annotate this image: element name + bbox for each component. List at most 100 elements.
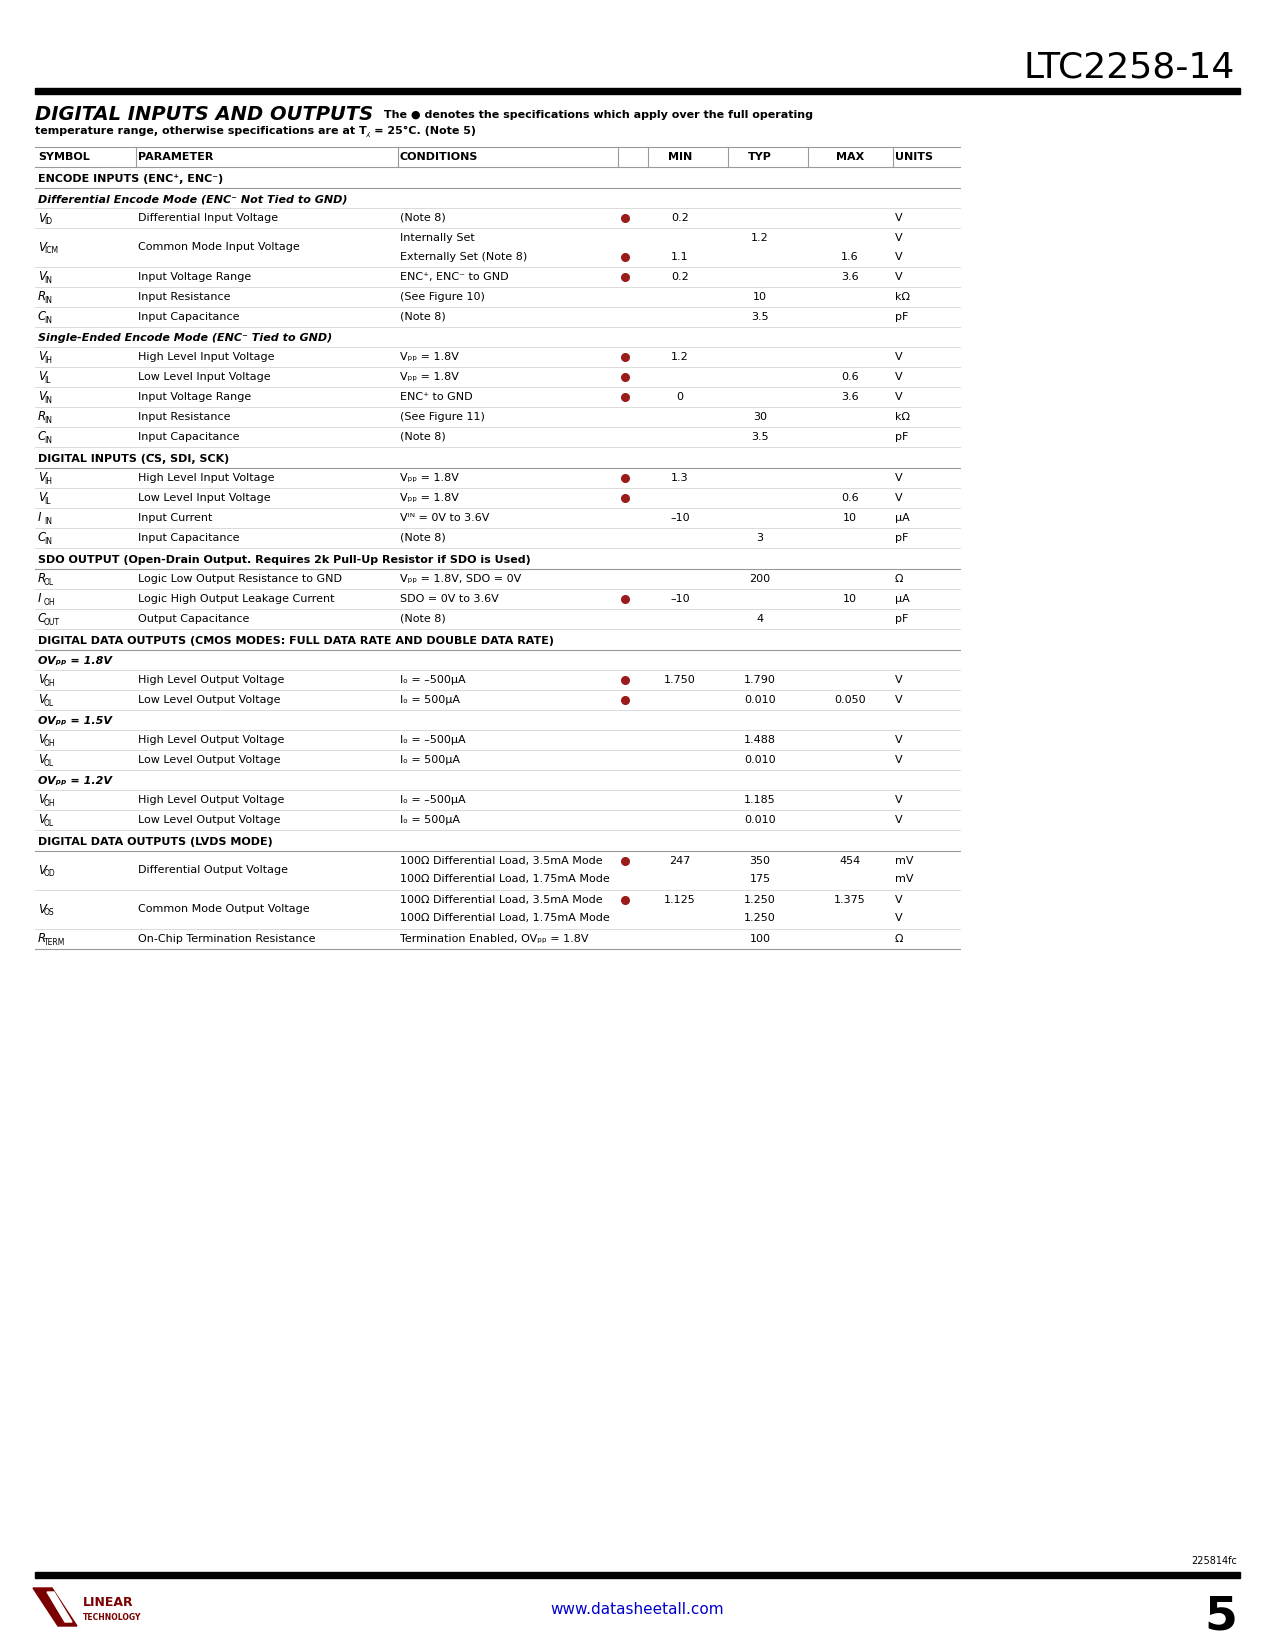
Text: C: C: [38, 612, 46, 625]
Text: Input Voltage Range: Input Voltage Range: [138, 272, 251, 282]
Text: OVₚₚ = 1.8V: OVₚₚ = 1.8V: [38, 657, 112, 667]
Text: 3.5: 3.5: [751, 312, 769, 322]
Text: V: V: [38, 754, 46, 767]
Text: OL: OL: [45, 578, 54, 587]
Text: Output Capacitance: Output Capacitance: [138, 614, 250, 624]
Text: OL: OL: [45, 818, 54, 828]
Text: UNITS: UNITS: [895, 152, 933, 162]
Text: Ω: Ω: [895, 574, 904, 584]
Text: ENC⁺ to GND: ENC⁺ to GND: [400, 393, 473, 403]
Text: Vₚₚ = 1.8V, SDO = 0V: Vₚₚ = 1.8V, SDO = 0V: [400, 574, 521, 584]
Text: Input Resistance: Input Resistance: [138, 412, 231, 422]
Text: kΩ: kΩ: [895, 412, 910, 422]
Text: 10: 10: [754, 292, 768, 302]
Text: (Note 8): (Note 8): [400, 432, 446, 442]
Text: IN: IN: [45, 416, 52, 426]
Text: Common Mode Output Voltage: Common Mode Output Voltage: [138, 904, 310, 914]
Text: ICM: ICM: [45, 246, 59, 256]
Text: 1.1: 1.1: [671, 251, 688, 261]
Text: 1.6: 1.6: [842, 251, 859, 261]
Text: 10: 10: [843, 594, 857, 604]
Text: Differential Output Voltage: Differential Output Voltage: [138, 865, 288, 876]
Text: R: R: [38, 411, 46, 424]
Text: V: V: [895, 474, 903, 483]
Text: (Note 8): (Note 8): [400, 312, 446, 322]
Text: V: V: [895, 351, 903, 361]
Text: High Level Output Voltage: High Level Output Voltage: [138, 675, 284, 685]
Text: temperature range, otherwise specifications are at T⁁ = 25°C. (Note 5): temperature range, otherwise specificati…: [34, 125, 476, 137]
Text: Ω: Ω: [895, 934, 904, 944]
Text: IH: IH: [45, 356, 52, 365]
Text: pF: pF: [895, 312, 908, 322]
Text: V: V: [895, 493, 903, 503]
Text: V: V: [38, 865, 46, 876]
Text: The ● denotes the specifications which apply over the full operating: The ● denotes the specifications which a…: [380, 111, 813, 120]
Text: V: V: [38, 241, 46, 254]
Text: Logic Low Output Resistance to GND: Logic Low Output Resistance to GND: [138, 574, 342, 584]
Text: Low Level Output Voltage: Low Level Output Voltage: [138, 756, 280, 766]
Text: High Level Output Voltage: High Level Output Voltage: [138, 734, 284, 744]
Text: 1.185: 1.185: [745, 795, 776, 805]
Text: V: V: [38, 693, 46, 706]
Text: TECHNOLOGY: TECHNOLOGY: [83, 1614, 142, 1622]
Text: 175: 175: [750, 874, 770, 884]
Text: LTC2258-14: LTC2258-14: [1024, 51, 1235, 86]
Text: mV: mV: [895, 874, 913, 884]
Text: V: V: [895, 213, 903, 223]
Text: Low Level Input Voltage: Low Level Input Voltage: [138, 371, 270, 381]
Text: R: R: [38, 932, 46, 945]
Text: R: R: [38, 573, 46, 586]
Text: OH: OH: [45, 678, 56, 688]
Text: 0.010: 0.010: [745, 756, 775, 766]
Text: 4: 4: [756, 614, 764, 624]
Text: Iₒ = –500µA: Iₒ = –500µA: [400, 795, 465, 805]
Text: kΩ: kΩ: [895, 292, 910, 302]
Text: MIN: MIN: [668, 152, 692, 162]
Text: IN: IN: [45, 295, 52, 305]
Text: 3.6: 3.6: [842, 272, 859, 282]
Text: V: V: [895, 371, 903, 381]
Text: 225814fc: 225814fc: [1191, 1556, 1237, 1566]
Bar: [34, 1572, 1241, 1577]
Text: 0.010: 0.010: [745, 815, 775, 825]
Text: 10: 10: [843, 513, 857, 523]
Text: C: C: [38, 431, 46, 444]
Text: OL: OL: [45, 759, 54, 767]
Text: V: V: [895, 251, 903, 261]
Text: DIGITAL INPUTS (C̅S, SDI, SCK): DIGITAL INPUTS (C̅S, SDI, SCK): [38, 454, 230, 464]
Text: (Note 8): (Note 8): [400, 614, 446, 624]
Text: SDO = 0V to 3.6V: SDO = 0V to 3.6V: [400, 594, 499, 604]
Text: 1.250: 1.250: [745, 896, 776, 906]
Text: C: C: [38, 310, 46, 323]
Text: Input Capacitance: Input Capacitance: [138, 312, 240, 322]
Text: Iₒ = –500µA: Iₒ = –500µA: [400, 675, 465, 685]
Text: 0.2: 0.2: [671, 272, 688, 282]
Text: OS: OS: [45, 909, 55, 917]
Text: High Level Input Voltage: High Level Input Voltage: [138, 351, 274, 361]
Text: SYMBOL: SYMBOL: [38, 152, 89, 162]
Text: V: V: [38, 492, 46, 505]
Text: Input Capacitance: Input Capacitance: [138, 432, 240, 442]
Text: 1.125: 1.125: [664, 896, 696, 906]
Text: OH: OH: [45, 597, 56, 607]
Text: 247: 247: [669, 856, 691, 866]
Text: Iₒ = –500µA: Iₒ = –500µA: [400, 734, 465, 744]
Text: OD: OD: [45, 870, 56, 878]
Text: Low Level Output Voltage: Low Level Output Voltage: [138, 815, 280, 825]
Text: V: V: [895, 914, 903, 924]
Text: MAX: MAX: [836, 152, 864, 162]
Text: (Note 8): (Note 8): [400, 533, 446, 543]
Text: ID: ID: [45, 218, 52, 226]
Text: IN: IN: [45, 315, 52, 325]
Text: 0: 0: [677, 393, 683, 403]
Text: High Level Input Voltage: High Level Input Voltage: [138, 474, 274, 483]
Text: CONDITIONS: CONDITIONS: [400, 152, 478, 162]
Text: OH: OH: [45, 739, 56, 747]
Text: Input Voltage Range: Input Voltage Range: [138, 393, 251, 403]
Text: IN: IN: [45, 536, 52, 546]
Text: (Note 8): (Note 8): [400, 213, 446, 223]
Text: 1.375: 1.375: [834, 896, 866, 906]
Text: Vₚₚ = 1.8V: Vₚₚ = 1.8V: [400, 474, 459, 483]
Text: I: I: [38, 512, 42, 525]
Text: Differential Input Voltage: Differential Input Voltage: [138, 213, 278, 223]
